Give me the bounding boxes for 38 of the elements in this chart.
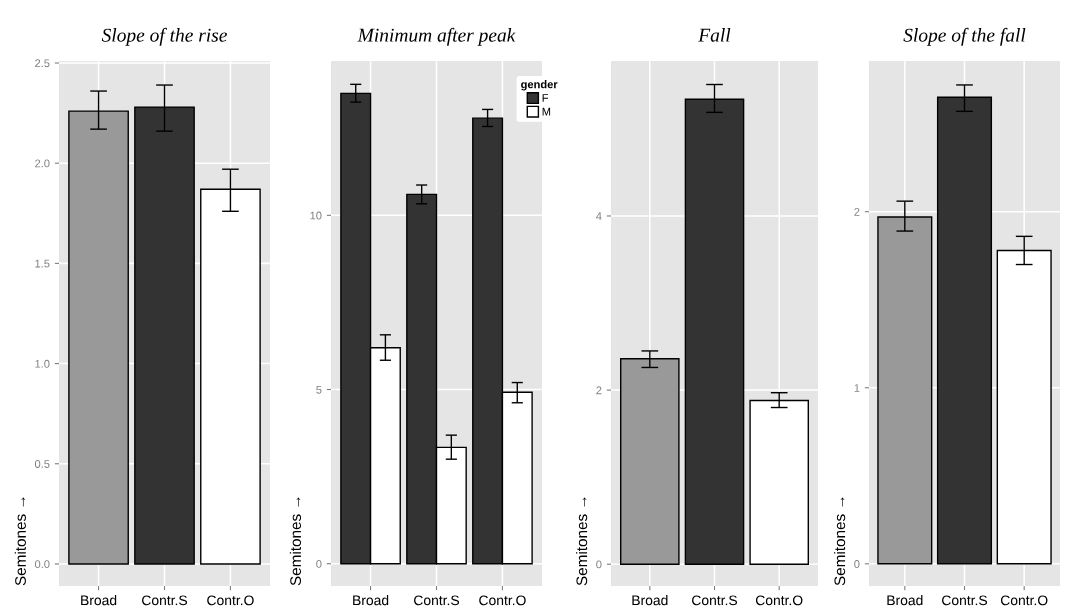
x-tick-label: Broad: [353, 595, 389, 606]
x-tick-label: Contr.S: [942, 595, 988, 606]
y-tick-label: 2.0: [35, 159, 50, 168]
y-axis-title: Semitones →: [14, 497, 26, 586]
x-tick-label: Contr.O: [479, 595, 526, 606]
y-tick-label: 2: [596, 386, 602, 395]
y-tick-label: 10: [310, 211, 322, 220]
y-tick-label: 0: [596, 560, 602, 569]
chart-title: Fall: [698, 28, 731, 42]
y-axis-title: Semitones →: [576, 497, 588, 586]
y-tick-label: 0: [316, 559, 322, 568]
y-tick-label: 1.5: [35, 259, 50, 268]
x-tick-label: Broad: [632, 595, 668, 606]
y-tick-label: 0.5: [34, 460, 50, 468]
legend-label: F: [542, 94, 549, 102]
x-tick-label: Broad: [81, 595, 117, 606]
y-tick-label: 2.5: [35, 59, 50, 68]
y-tick-label: 2: [854, 207, 860, 216]
chart-title: Minimum after peak: [357, 27, 516, 46]
y-tick-label: 1: [854, 384, 860, 392]
chart-title: Slope of the rise: [101, 27, 227, 46]
y-tick-label: 0.0: [34, 560, 50, 569]
y-tick-label: 5: [316, 385, 322, 394]
y-tick-label: 1.0: [35, 359, 50, 368]
x-tick-label: Contr.O: [207, 595, 254, 606]
x-tick-label: Contr.O: [1000, 595, 1048, 606]
x-tick-label: Contr.S: [692, 595, 738, 606]
legend-label: M: [542, 107, 551, 116]
x-tick-label: Contr.S: [414, 595, 460, 606]
y-axis-title: Semitones →: [834, 497, 846, 586]
chart-title: Slope of the fall: [903, 27, 1026, 46]
x-tick-label: Broad: [887, 595, 923, 606]
y-axis-title: Semitones →: [289, 497, 302, 586]
y-tick-label: 4: [596, 212, 602, 220]
y-tick-label: 0: [854, 560, 860, 568]
legend-title: gender: [521, 80, 558, 91]
x-tick-label: Contr.O: [755, 595, 803, 606]
x-tick-label: Contr.S: [142, 595, 188, 606]
